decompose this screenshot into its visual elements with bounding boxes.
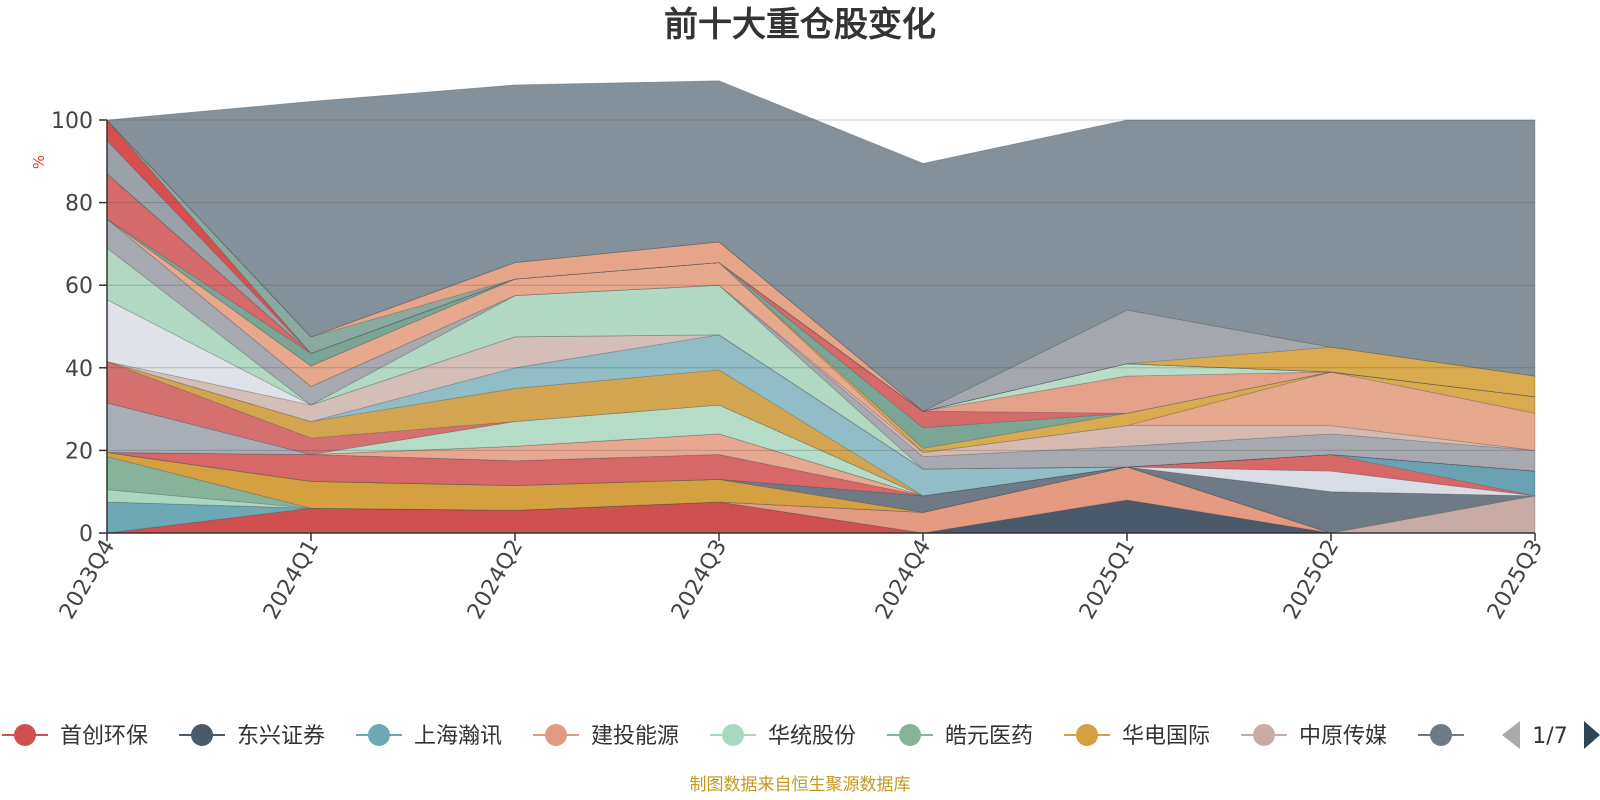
legend-item-truncated[interactable] — [1418, 724, 1464, 746]
x-tick-label: 2024Q4 — [871, 536, 936, 624]
legend: 首创环保 东兴证券 上海瀚讯 建投能源 华统股份 皓元医药 华电国际 中原传媒 — [2, 724, 1464, 749]
area-series-15 — [106, 361, 1536, 497]
x-tick-label: 2025Q3 — [1483, 536, 1548, 624]
legend-circle-marker — [14, 724, 36, 746]
legend-circle-marker — [722, 724, 744, 746]
y-tick-label: 20 — [65, 439, 93, 464]
y-tick-label: 100 — [51, 109, 93, 134]
legend-label: 首创环保 — [60, 724, 148, 749]
legend-circle-marker — [545, 724, 567, 746]
legend-item-5[interactable]: 皓元医药 — [887, 724, 1033, 749]
data-source-note: 制图数据来自恒生聚源数据库 — [690, 775, 911, 795]
x-tick-label: 2024Q2 — [463, 536, 528, 624]
area-series-36 — [106, 80, 1536, 412]
legend-item-0[interactable]: 首创环保 — [2, 724, 148, 749]
legend-circle-marker — [899, 724, 921, 746]
legend-circle-marker — [1430, 724, 1452, 746]
y-tick-label: 40 — [65, 357, 93, 382]
legend-item-6[interactable]: 华电国际 — [1064, 724, 1210, 749]
x-tick-label: 2023Q4 — [55, 536, 120, 624]
area-series-33 — [106, 119, 1536, 412]
x-tick-label: 2024Q3 — [667, 536, 732, 624]
legend-item-2[interactable]: 上海瀚讯 — [356, 724, 502, 749]
legend-next-icon[interactable] — [1584, 721, 1600, 749]
legend-label: 华统股份 — [768, 724, 856, 749]
area-series-1 — [106, 499, 1535, 534]
legend-item-7[interactable]: 中原传媒 — [1241, 724, 1387, 749]
legend-item-4[interactable]: 华统股份 — [710, 724, 856, 749]
legend-label: 中原传媒 — [1299, 724, 1387, 749]
legend-item-1[interactable]: 东兴证券 — [179, 724, 325, 749]
legend-page-indicator: 1/7 — [1532, 724, 1567, 749]
legend-label: 华电国际 — [1122, 724, 1210, 749]
legend-label: 东兴证券 — [237, 724, 325, 749]
y-tick-label: 80 — [65, 192, 93, 217]
legend-circle-marker — [1076, 724, 1098, 746]
y-axis-unit: % — [30, 155, 48, 169]
legend-label: 皓元医药 — [945, 724, 1033, 749]
legend-circle-marker — [191, 724, 213, 746]
y-tick-label: 60 — [65, 274, 93, 299]
chart-title: 前十大重仓股变化 — [664, 5, 936, 45]
x-tick-label: 2024Q1 — [259, 536, 324, 624]
legend-circle-marker — [368, 724, 390, 746]
legend-pager: 1/7 — [1502, 721, 1600, 749]
gridlines — [107, 119, 1535, 451]
area-series-group — [106, 80, 1536, 534]
legend-label: 建投能源 — [591, 724, 679, 749]
legend-item-3[interactable]: 建投能源 — [533, 724, 679, 749]
legend-prev-icon[interactable] — [1502, 721, 1520, 749]
legend-circle-marker — [1253, 724, 1275, 746]
x-tick-label: 2025Q2 — [1279, 536, 1344, 624]
area-series-3 — [106, 466, 1535, 534]
y-tick-label: 0 — [79, 522, 93, 547]
legend-label: 上海瀚讯 — [414, 724, 502, 749]
x-tick-label: 2025Q1 — [1075, 536, 1140, 624]
